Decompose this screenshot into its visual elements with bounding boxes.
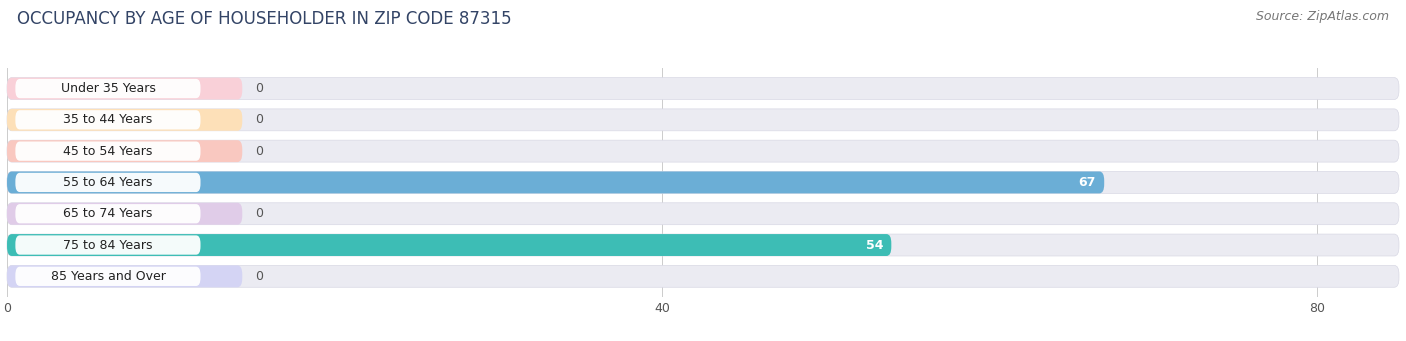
- Text: 0: 0: [256, 270, 263, 283]
- Text: 45 to 54 Years: 45 to 54 Years: [63, 145, 153, 158]
- FancyBboxPatch shape: [7, 234, 891, 256]
- FancyBboxPatch shape: [15, 204, 201, 223]
- Text: 85 Years and Over: 85 Years and Over: [51, 270, 166, 283]
- FancyBboxPatch shape: [7, 265, 242, 287]
- FancyBboxPatch shape: [15, 79, 201, 98]
- Text: 75 to 84 Years: 75 to 84 Years: [63, 239, 153, 252]
- FancyBboxPatch shape: [15, 235, 201, 255]
- Text: 0: 0: [256, 82, 263, 95]
- FancyBboxPatch shape: [7, 78, 242, 100]
- FancyBboxPatch shape: [7, 172, 1104, 193]
- Text: 54: 54: [866, 239, 883, 252]
- FancyBboxPatch shape: [7, 140, 1399, 162]
- FancyBboxPatch shape: [15, 173, 201, 192]
- FancyBboxPatch shape: [7, 265, 1399, 287]
- Text: 0: 0: [256, 113, 263, 126]
- Text: Source: ZipAtlas.com: Source: ZipAtlas.com: [1256, 10, 1389, 23]
- FancyBboxPatch shape: [7, 203, 242, 225]
- Text: OCCUPANCY BY AGE OF HOUSEHOLDER IN ZIP CODE 87315: OCCUPANCY BY AGE OF HOUSEHOLDER IN ZIP C…: [17, 10, 512, 28]
- Text: 0: 0: [256, 145, 263, 158]
- FancyBboxPatch shape: [7, 203, 1399, 225]
- FancyBboxPatch shape: [7, 109, 1399, 131]
- FancyBboxPatch shape: [15, 267, 201, 286]
- Text: 0: 0: [256, 207, 263, 220]
- Text: 65 to 74 Years: 65 to 74 Years: [63, 207, 153, 220]
- Text: 55 to 64 Years: 55 to 64 Years: [63, 176, 153, 189]
- Text: 35 to 44 Years: 35 to 44 Years: [63, 113, 153, 126]
- FancyBboxPatch shape: [7, 109, 242, 131]
- FancyBboxPatch shape: [7, 78, 1399, 100]
- FancyBboxPatch shape: [7, 140, 242, 162]
- FancyBboxPatch shape: [7, 234, 1399, 256]
- Text: 67: 67: [1078, 176, 1097, 189]
- FancyBboxPatch shape: [15, 142, 201, 161]
- FancyBboxPatch shape: [15, 110, 201, 130]
- Text: Under 35 Years: Under 35 Years: [60, 82, 156, 95]
- FancyBboxPatch shape: [7, 172, 1399, 193]
